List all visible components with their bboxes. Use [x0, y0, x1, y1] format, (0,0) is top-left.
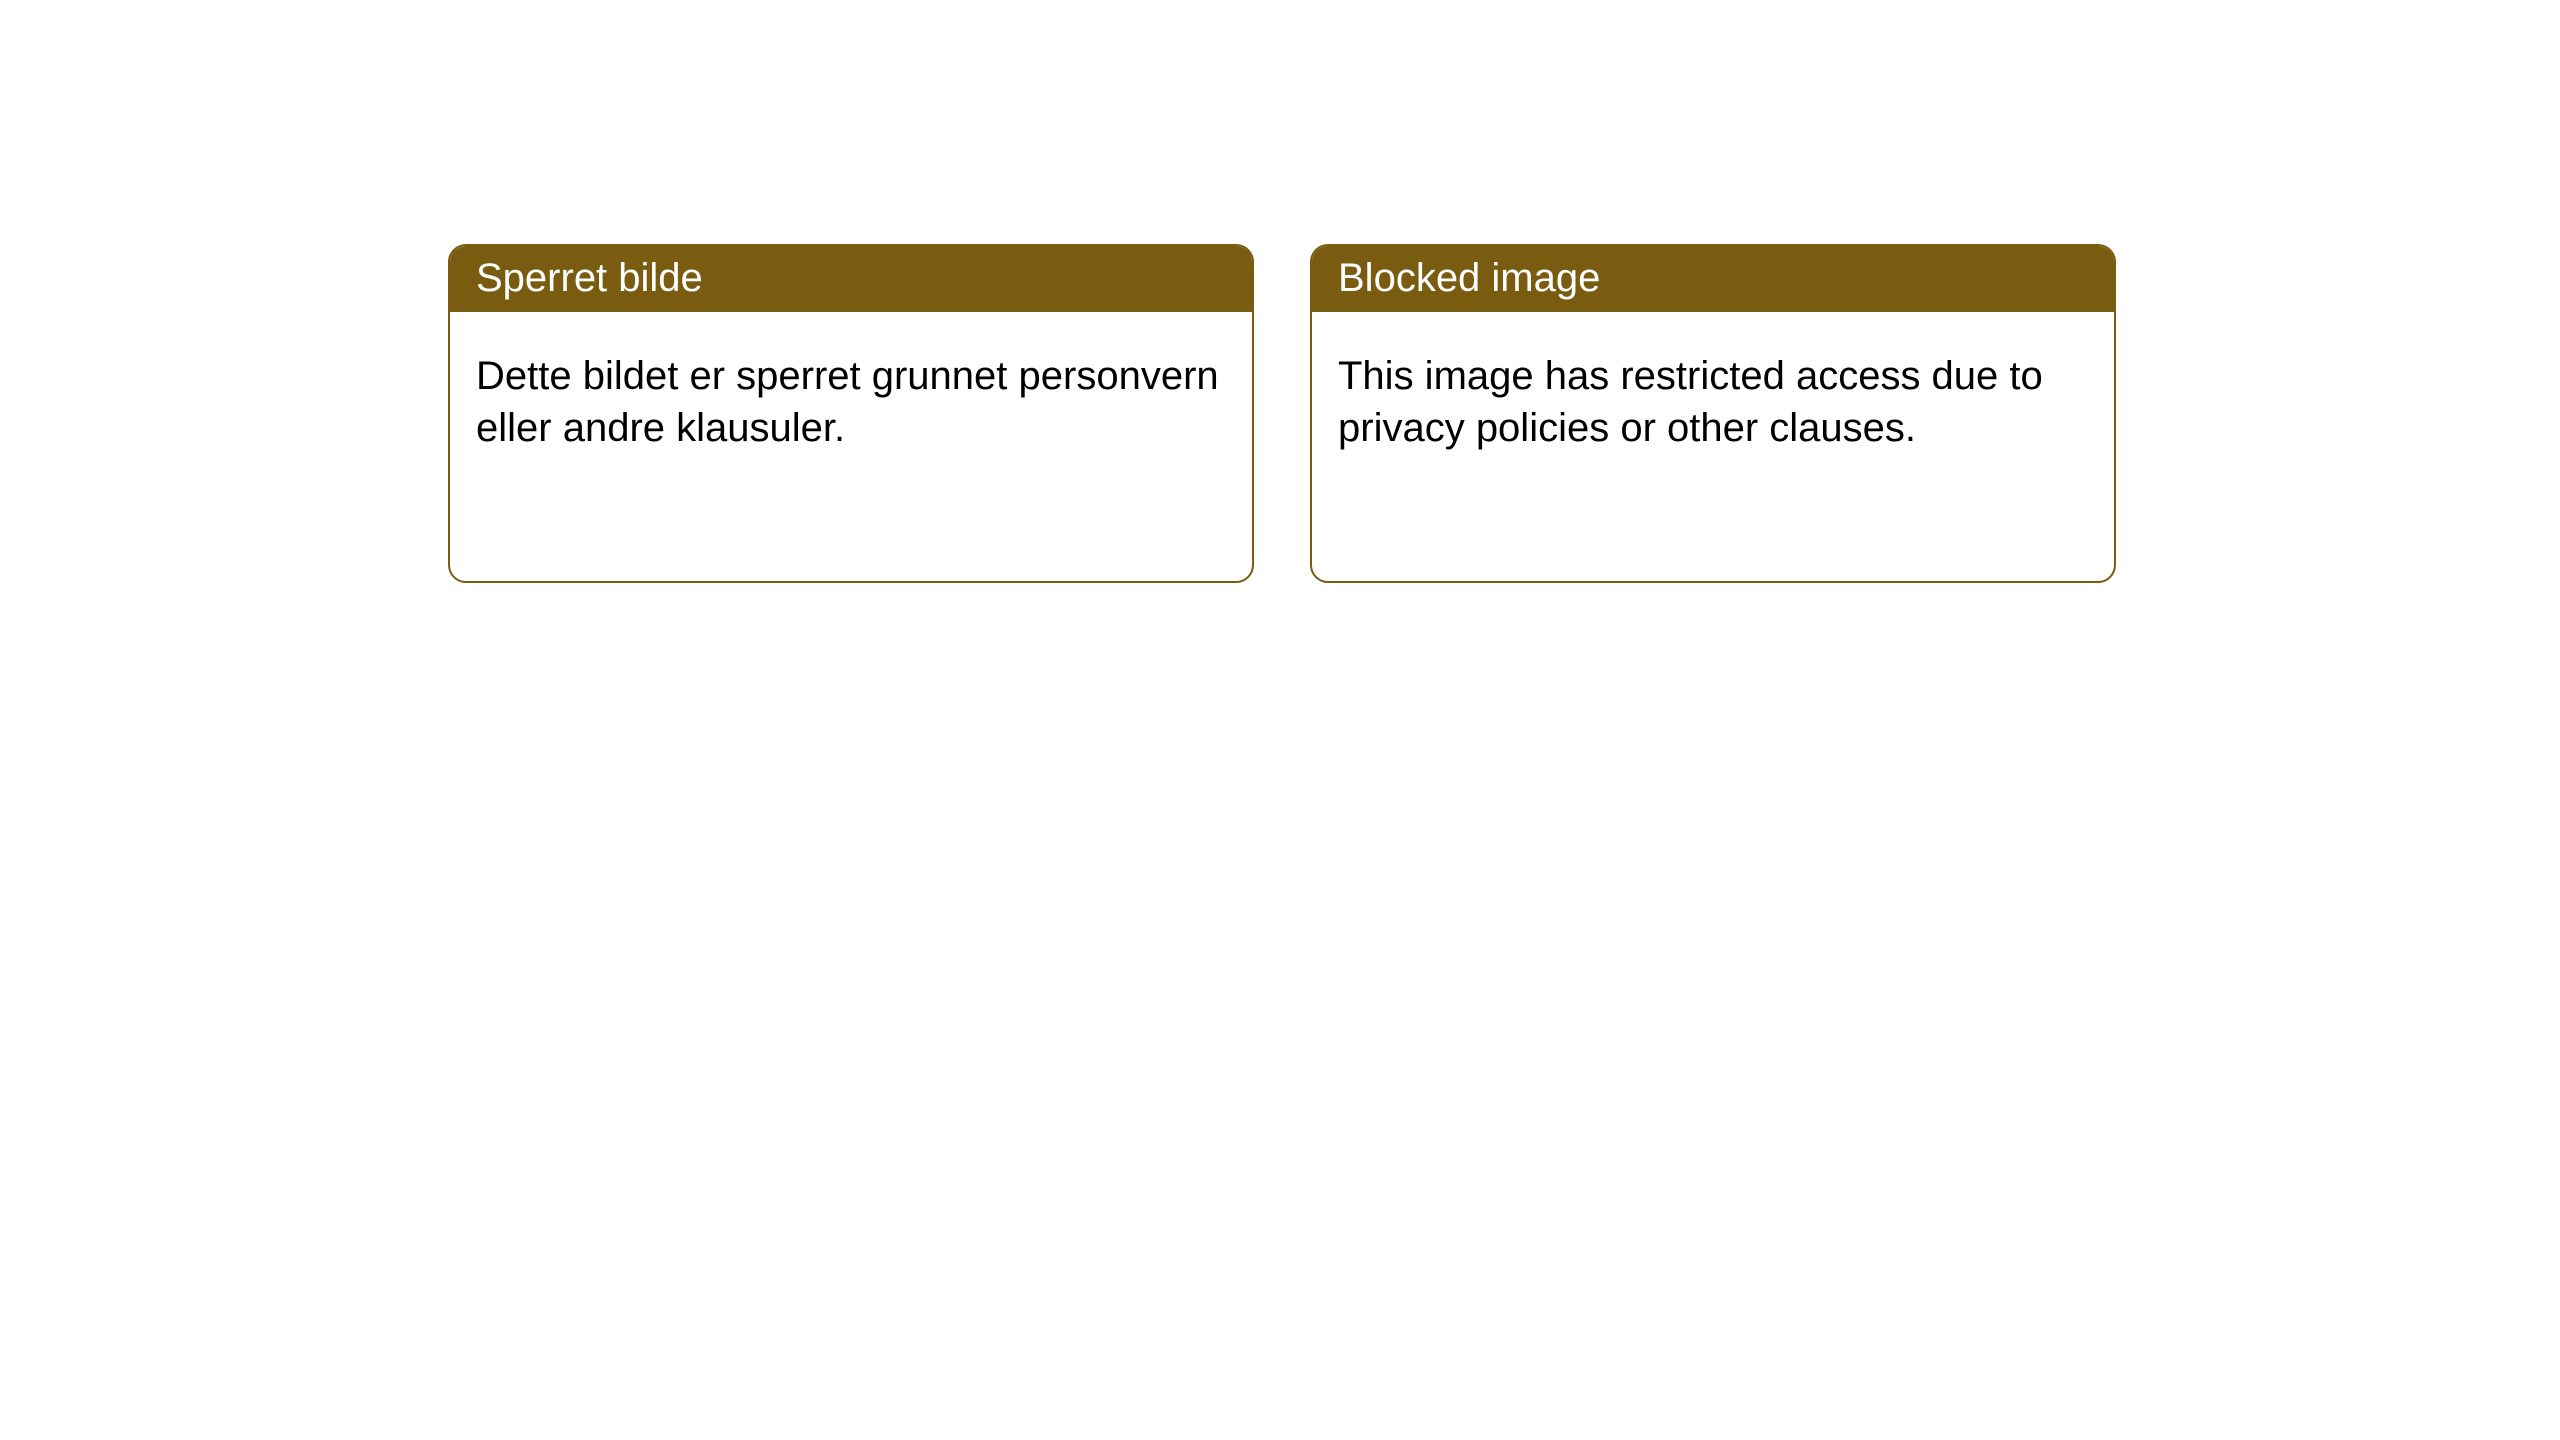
notice-header-english: Blocked image [1312, 246, 2114, 312]
notice-title: Sperret bilde [476, 256, 703, 300]
notice-body-text: Dette bildet er sperret grunnet personve… [476, 354, 1219, 450]
notice-body-text: This image has restricted access due to … [1338, 354, 2043, 450]
notice-card-norwegian: Sperret bilde Dette bildet er sperret gr… [448, 244, 1254, 583]
notice-header-norwegian: Sperret bilde [450, 246, 1252, 312]
notice-body-english: This image has restricted access due to … [1312, 312, 2114, 480]
notice-container: Sperret bilde Dette bildet er sperret gr… [0, 0, 2560, 583]
notice-title: Blocked image [1338, 256, 1600, 300]
notice-card-english: Blocked image This image has restricted … [1310, 244, 2116, 583]
notice-body-norwegian: Dette bildet er sperret grunnet personve… [450, 312, 1252, 480]
